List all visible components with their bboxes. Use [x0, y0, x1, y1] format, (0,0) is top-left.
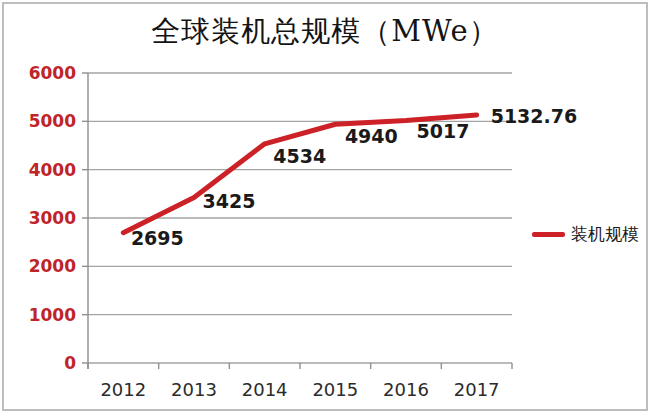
data-label: 2695 [131, 227, 184, 249]
legend-line-swatch [532, 232, 565, 237]
x-tick-label: 2013 [171, 379, 217, 400]
data-label: 4534 [273, 145, 326, 167]
y-tick-label: 4000 [29, 160, 76, 180]
legend-label: 装机规模 [571, 223, 639, 246]
data-label: 4940 [345, 125, 398, 147]
x-tick-label: 2016 [383, 379, 429, 400]
data-label: 5132.76 [491, 105, 578, 127]
y-tick-label: 1000 [29, 305, 76, 325]
x-tick-label: 2012 [100, 379, 146, 400]
y-tick-label: 6000 [29, 63, 76, 83]
y-tick-label: 5000 [29, 111, 76, 131]
data-label: 3425 [203, 190, 256, 212]
x-tick-label: 2014 [242, 379, 288, 400]
y-tick-label: 0 [64, 353, 76, 373]
x-tick-label: 2015 [312, 379, 358, 400]
data-label: 5017 [417, 120, 470, 142]
line-chart: 0 1000 2000 3000 4000 5000 6000 2012 2013 2014 201… [0, 0, 650, 413]
y-tick-label: 3000 [29, 208, 76, 228]
x-tick-label: 2017 [454, 379, 500, 400]
y-tick-label: 2000 [29, 256, 76, 276]
legend: 装机规模 [532, 224, 639, 244]
